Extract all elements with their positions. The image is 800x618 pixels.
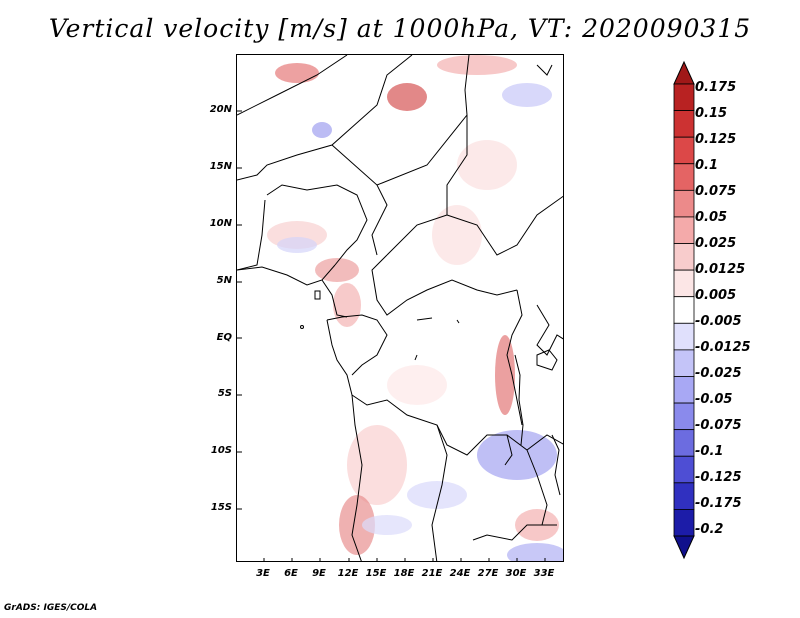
colorbar-segment [673, 509, 695, 537]
lon-label-15e: 15E [365, 568, 387, 579]
colorbar-segment [673, 189, 695, 218]
colorbar [673, 60, 695, 560]
colorbar-segment [673, 110, 695, 138]
lat-label-10n: 10N [209, 218, 232, 229]
colorbar-segments [673, 83, 695, 537]
lon-label-27e: 27E [477, 568, 499, 579]
colorbar-label-neg-0-2: -0.2 [695, 522, 724, 537]
lat-label-15s: 15S [210, 502, 232, 513]
lon-label-30e: 30E [505, 568, 527, 579]
colorbar-segment [673, 136, 695, 165]
footer-credit: GrADS: IGES/COLA [4, 603, 98, 613]
colorbar-label-0-15: 0.15 [695, 106, 728, 121]
lat-label-20n: 20N [209, 104, 232, 115]
chart-title: Vertical velocity [m/s] at 1000hPa, VT: … [48, 14, 752, 43]
colorbar-label-neg-0-0125: -0.0125 [695, 340, 751, 355]
colorbar-segment [673, 243, 695, 271]
colorbar-segment [673, 349, 695, 377]
colorbar-label-0-125: 0.125 [695, 132, 737, 147]
colorbar-label-0-1: 0.1 [695, 158, 719, 173]
lon-label-18e: 18E [393, 568, 415, 579]
islands [300, 290, 321, 329]
colorbar-segment [673, 296, 695, 324]
lon-label-21e: 21E [421, 568, 443, 579]
map-plot-area [236, 54, 564, 562]
lon-label-6e: 6E [284, 568, 298, 579]
axis-ticks [237, 110, 546, 561]
lon-label-3e: 3E [256, 568, 270, 579]
lat-label-5n: 5N [216, 275, 232, 286]
lat-label-5s: 5S [217, 388, 232, 399]
colorbar-segment [673, 402, 695, 431]
colorbar-label-neg-0-05: -0.05 [695, 392, 733, 407]
colorbar-label-0-175: 0.175 [695, 80, 737, 95]
colorbar-label-0-05: 0.05 [695, 210, 728, 225]
colorbar-label-0-0125: 0.0125 [695, 262, 746, 277]
colorbar-label-neg-0-005: -0.005 [695, 314, 742, 329]
colorbar-label-neg-0-175: -0.175 [695, 496, 742, 511]
colorbar-label-neg-0-075: -0.075 [695, 418, 742, 433]
lat-label-eq: EQ [216, 332, 232, 343]
colorbar-segment [673, 163, 695, 191]
colorbar-segment [673, 482, 695, 510]
colorbar-segment [673, 83, 695, 111]
colorbar-label-0-025: 0.025 [695, 236, 737, 251]
lon-label-9e: 9E [312, 568, 326, 579]
map-canvas [237, 55, 563, 561]
colorbar-bottom-arrow [673, 535, 695, 560]
lon-label-24e: 24E [449, 568, 471, 579]
colorbar-label-neg-0-125: -0.125 [695, 470, 742, 485]
colorbar-label-neg-0-025: -0.025 [695, 366, 742, 381]
colorbar-label-0-075: 0.075 [695, 184, 737, 199]
colorbar-segment [673, 455, 695, 484]
negative-velocity-patches [277, 83, 563, 561]
lon-label-33e: 33E [533, 568, 555, 579]
colorbar-segment [673, 322, 695, 351]
lakes [414, 64, 561, 496]
lat-label-15n: 15N [209, 161, 232, 172]
positive-velocity-patches [267, 55, 559, 555]
lat-label-10s: 10S [210, 445, 232, 456]
colorbar-segment [673, 216, 695, 244]
colorbar-segment [673, 376, 695, 404]
colorbar-label-neg-0-1: -0.1 [695, 444, 724, 459]
colorbar-top-arrow [673, 60, 695, 85]
colorbar-segment [673, 269, 695, 298]
country-borders [237, 55, 563, 561]
colorbar-label-0-005: 0.005 [695, 288, 737, 303]
lon-label-12e: 12E [337, 568, 359, 579]
colorbar-segment [673, 429, 695, 457]
